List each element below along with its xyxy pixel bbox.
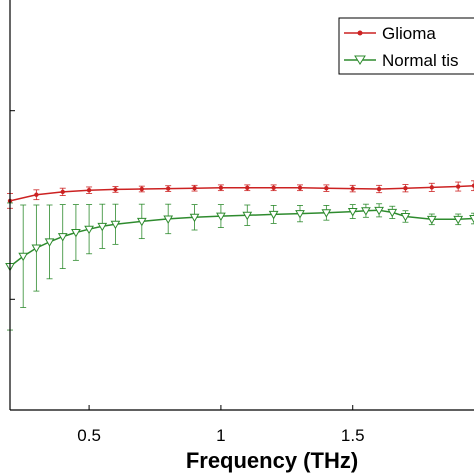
data-point <box>189 213 200 223</box>
data-point <box>34 192 39 197</box>
data-point <box>216 212 226 222</box>
data-point <box>403 185 408 191</box>
data-point <box>218 185 224 190</box>
data-point <box>31 244 42 254</box>
data-point <box>321 209 332 218</box>
x-tick-label: 1.5 <box>341 426 365 445</box>
data-point <box>271 185 276 190</box>
data-point <box>347 208 358 217</box>
data-point <box>136 217 147 227</box>
data-point <box>60 189 65 195</box>
axes-layer: 0.5 1 1.5 <box>9 0 474 445</box>
data-point <box>165 186 171 191</box>
data-point <box>86 188 92 193</box>
data-point <box>374 206 384 216</box>
data-point <box>453 215 464 225</box>
data-point <box>471 183 474 188</box>
data-point <box>57 233 68 242</box>
legend-marker-glioma <box>357 30 363 36</box>
data-point <box>18 252 29 262</box>
data-point <box>245 185 250 190</box>
data-point <box>297 185 303 190</box>
data-point <box>44 238 55 247</box>
data-point <box>426 215 437 225</box>
data-point <box>242 211 253 221</box>
data-point <box>97 222 108 232</box>
data-point <box>139 186 145 192</box>
data-point <box>400 212 411 222</box>
data-point <box>361 207 371 216</box>
legend-label-glioma: Glioma <box>382 24 436 43</box>
x-tick-label: 1 <box>216 426 225 445</box>
data-point <box>469 215 474 224</box>
data-point <box>163 215 174 224</box>
data-point <box>429 185 435 190</box>
x-tick-label: 0.5 <box>77 426 101 445</box>
data-point <box>113 187 118 192</box>
series-normal-tissue <box>5 202 474 331</box>
data-point <box>295 210 305 219</box>
series-layer <box>5 180 474 331</box>
legend-label-normal: Normal tis <box>382 51 459 70</box>
data-point <box>455 184 461 189</box>
legend-marker-normal <box>354 55 366 65</box>
legend: Glioma Normal tis <box>338 17 474 75</box>
data-point <box>324 185 329 191</box>
data-point <box>387 208 398 218</box>
data-point <box>376 186 382 192</box>
data-point <box>350 186 355 191</box>
series-glioma <box>7 180 474 209</box>
x-axis-title: Frequency (THz) <box>186 448 358 473</box>
data-point <box>268 210 279 220</box>
data-point <box>84 225 94 235</box>
data-point <box>110 220 121 230</box>
data-point <box>71 228 81 238</box>
data-point <box>192 185 197 191</box>
legend-box <box>338 17 474 75</box>
